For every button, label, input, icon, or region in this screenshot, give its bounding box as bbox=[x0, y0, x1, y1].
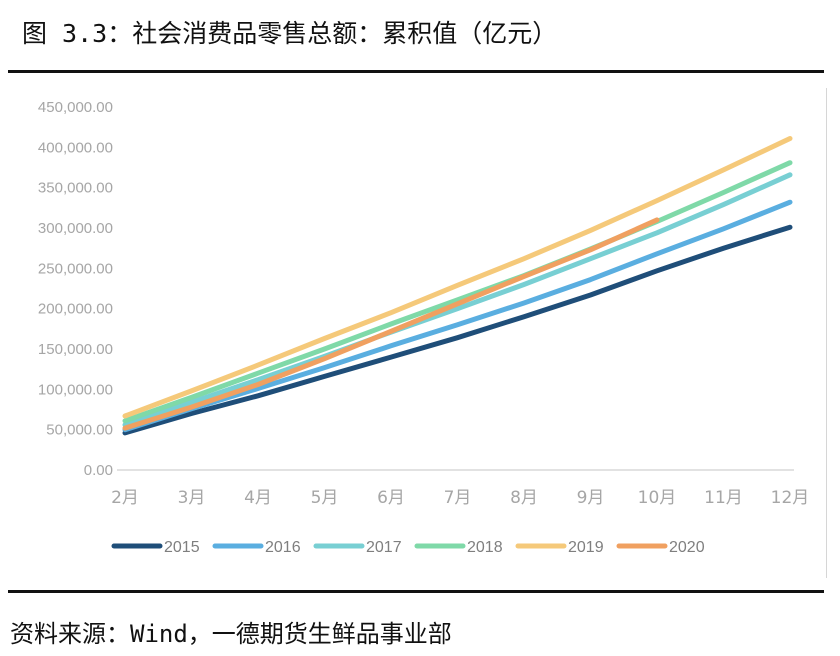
legend-label: 2016 bbox=[265, 539, 301, 556]
y-tick-label: 250,000.00 bbox=[38, 260, 113, 277]
series-line-2018 bbox=[122, 160, 793, 424]
series-line-2020 bbox=[122, 217, 660, 431]
legend-label: 2018 bbox=[467, 539, 503, 556]
x-tick-label: 12月 bbox=[771, 488, 810, 508]
x-tick-label: 5月 bbox=[311, 488, 339, 508]
x-tick-label: 6月 bbox=[377, 488, 405, 508]
right-border bbox=[826, 88, 827, 578]
x-tick-label: 4月 bbox=[244, 488, 272, 508]
series-line-2016 bbox=[122, 199, 793, 433]
series-line-2019 bbox=[122, 136, 793, 419]
legend-label: 2017 bbox=[366, 539, 402, 556]
series-line-2015 bbox=[122, 224, 793, 436]
chart-title: 图 3.3：社会消费品零售总额：累积值（亿元） bbox=[22, 19, 558, 48]
y-tick-label: 400,000.00 bbox=[38, 139, 113, 156]
y-tick-label: 100,000.00 bbox=[38, 381, 113, 398]
x-tick-label: 7月 bbox=[444, 488, 472, 508]
y-tick-label: 200,000.00 bbox=[38, 301, 113, 318]
x-tick-label: 2月 bbox=[111, 488, 139, 508]
x-tick-label: 11月 bbox=[704, 488, 743, 508]
source-note: 资料来源：Wind，一德期货生鲜品事业部 bbox=[10, 620, 452, 648]
legend-label: 2019 bbox=[568, 539, 604, 556]
legend-label: 2020 bbox=[669, 539, 705, 556]
x-axis: 2月 3月 4月 5月 6月 7月 8月 9月 10月 11月 12月 bbox=[111, 469, 810, 508]
series-lines bbox=[122, 136, 793, 436]
y-tick-label: 50,000.00 bbox=[46, 422, 113, 439]
bottom-divider bbox=[8, 590, 824, 593]
x-tick-label: 9月 bbox=[577, 488, 605, 508]
y-tick-label: 150,000.00 bbox=[38, 341, 113, 358]
y-tick-label: 0.00 bbox=[84, 462, 113, 479]
y-tick-label: 300,000.00 bbox=[38, 220, 113, 237]
legend-label: 2015 bbox=[164, 539, 200, 556]
x-tick-label: 10月 bbox=[638, 488, 677, 508]
x-tick-label: 3月 bbox=[178, 488, 206, 508]
y-axis: 0.00 50,000.00 100,000.00 150,000.00 200,000… bbox=[38, 99, 113, 479]
y-tick-label: 350,000.00 bbox=[38, 180, 113, 197]
x-tick-label: 8月 bbox=[510, 488, 538, 508]
legend: 2015 2016 2017 2018 2019 2020 bbox=[111, 539, 705, 556]
y-tick-label: 450,000.00 bbox=[38, 99, 113, 116]
series-line-2017 bbox=[122, 172, 793, 428]
top-divider bbox=[8, 70, 824, 73]
